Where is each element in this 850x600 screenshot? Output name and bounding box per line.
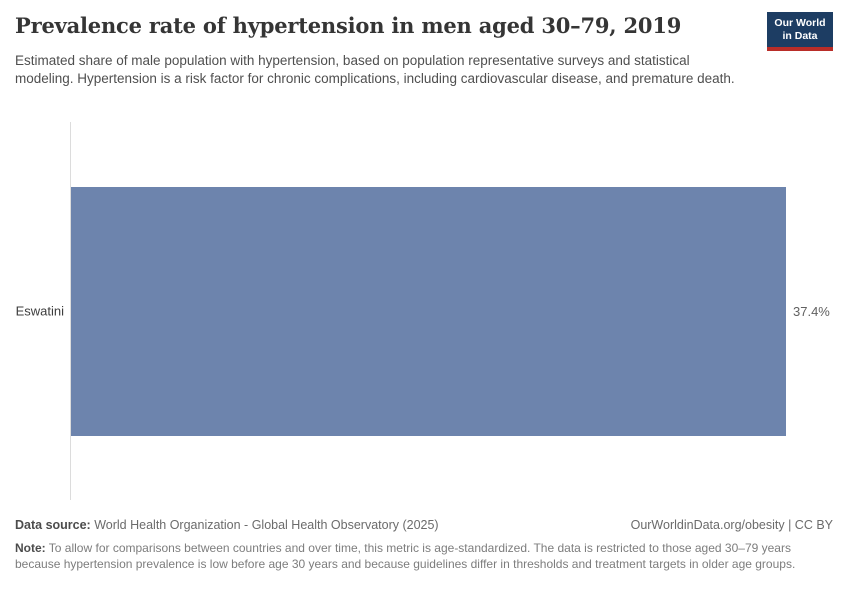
attribution-link[interactable]: OurWorldinData.org/obesity | CC BY xyxy=(630,518,833,532)
owid-logo: Our World in Data xyxy=(767,12,833,51)
data-source-label: Data source: xyxy=(15,518,91,532)
chart-note: Note: To allow for comparisons between c… xyxy=(15,540,835,572)
data-source: Data source: World Health Organization -… xyxy=(15,517,439,533)
chart-title: Prevalence rate of hypertension in men a… xyxy=(15,13,682,38)
note-text: To allow for comparisons between countri… xyxy=(15,541,796,571)
bar-eswatini[interactable] xyxy=(71,186,786,436)
chart-subtitle: Estimated share of male population with … xyxy=(15,53,735,86)
chart-footer: Data source: World Health Organization -… xyxy=(15,517,833,572)
value-label: 37.4% xyxy=(793,303,830,319)
entity-label: Eswatini xyxy=(15,303,64,319)
bars-container: Eswatini 37.4% xyxy=(16,122,830,500)
owid-logo-line1: Our World xyxy=(774,17,826,29)
data-source-text: World Health Organization - Global Healt… xyxy=(94,518,439,532)
y-axis-line xyxy=(70,122,71,500)
source-row: Data source: World Health Organization -… xyxy=(15,517,833,533)
owid-logo-line2: in Data xyxy=(782,29,818,42)
plot-area: Eswatini 37.4% xyxy=(0,122,850,500)
bar-row: Eswatini 37.4% xyxy=(16,122,830,500)
note-label: Note: xyxy=(15,541,46,555)
